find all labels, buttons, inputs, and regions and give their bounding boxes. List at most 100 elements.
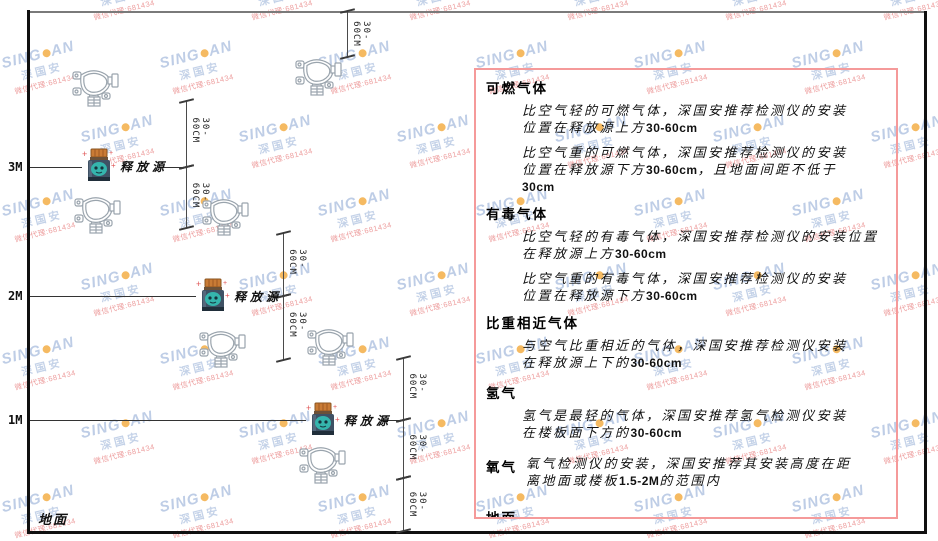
watermark-logo2: AN [127, 407, 156, 430]
watermark-logo: SING [394, 119, 439, 147]
ground-line [27, 531, 927, 534]
level-connector-line [158, 167, 186, 168]
watermark-dot-icon [515, 48, 526, 59]
section-similar-density-gas: 比重相近气体 与空气比重相近的气体，深国安推荐检测仪安装 在释放源上下的30-6… [486, 312, 886, 371]
section-paragraph: 与空气比重相近的气体，深国安推荐检测仪安装 在释放源上下的30-60cm [522, 338, 848, 370]
ceiling-line [27, 11, 927, 13]
dimension-tick [275, 230, 292, 236]
watermark-logo2: AN [917, 259, 938, 282]
watermark-logo: SING [78, 267, 123, 295]
dimension-line: 30-60CM [178, 164, 210, 231]
watermark-logo2: AN [838, 37, 867, 60]
watermark-logo2: AN [917, 407, 938, 430]
release-source-label: 释放源 [344, 414, 393, 428]
release-source: + + + 释放源 [82, 148, 164, 189]
watermark-name: 深国安 [0, 276, 1, 310]
watermark-logo2: AN [680, 37, 709, 60]
watermark-dot-icon [910, 270, 921, 281]
watermark-dot-icon [357, 48, 368, 59]
section-ground: 地面 检测仪地面间距，深国安推荐在30-60cm，且不得 小于30cm，因为过低… [486, 507, 886, 519]
watermark-agent: 微信代理:681434 [13, 368, 77, 392]
watermark-logo: SING [78, 119, 123, 147]
watermark-name: 深国安 [0, 0, 1, 14]
dimension-label: 30-60CM [287, 248, 307, 275]
watermark-logo: SING [315, 489, 360, 517]
watermark-dot-icon [436, 418, 447, 429]
section-paragraph: 氢气是最轻的气体，深国安推荐氢气检测仪安装 在楼板面下方的30-60cm [522, 408, 848, 440]
watermark-logo2: AN [285, 111, 314, 134]
watermark-logo: SING [0, 193, 44, 221]
watermark-logo2: AN [364, 185, 393, 208]
svg-text:+: + [223, 280, 227, 287]
release-source: + + + 释放源 [196, 278, 278, 319]
dimension-label: 30-60CM [351, 21, 371, 47]
watermark-logo2: AN [206, 37, 235, 60]
height-level-line [30, 420, 306, 421]
release-source-label: 释放源 [234, 290, 283, 304]
watermark-dot-icon [831, 48, 842, 59]
watermark-dot-icon [199, 48, 210, 59]
gas-detector-icon [299, 443, 346, 489]
dimension-tick [395, 417, 412, 423]
dimension-tick [275, 357, 292, 363]
watermark-dot-icon [41, 196, 52, 207]
dimension-label: 30-60CM [407, 491, 427, 517]
section-heading: 有毒气体 [486, 207, 548, 222]
watermark-name: 深国安 [99, 430, 143, 453]
watermark-dot-icon [436, 122, 447, 133]
watermark-name: 深国安 [20, 208, 64, 231]
height-level-line [30, 296, 196, 297]
watermark-dot-icon [120, 122, 131, 133]
section-heading: 氢气 [486, 386, 517, 401]
watermark-dot-icon [41, 48, 52, 59]
svg-text:+: + [335, 415, 340, 424]
dimension-line: 30-60CM [395, 475, 427, 534]
svg-text:+: + [111, 161, 116, 170]
watermark-logo2: AN [443, 259, 472, 282]
watermark-logo2: AN [206, 481, 235, 504]
watermark-dot-icon [199, 492, 210, 503]
gas-detector-icon [72, 66, 119, 112]
watermark-name: 深国安 [415, 282, 459, 305]
dimension-line: 30-60CM [178, 98, 210, 170]
watermark-dot-icon [910, 418, 921, 429]
dimension-tick [395, 355, 412, 361]
watermark-dot-icon [357, 492, 368, 503]
watermark-agent: 微信代理:681434 [0, 0, 4, 24]
watermark-dot-icon [357, 196, 368, 207]
watermark-logo: SING [0, 45, 44, 73]
section-heading: 氧气 [486, 460, 517, 475]
release-source: + + + 释放源 [306, 402, 388, 443]
watermark-agent: 微信代理:681434 [329, 220, 393, 244]
svg-text:+: + [196, 279, 201, 289]
watermark-logo2: AN [48, 37, 77, 60]
dimension-line: 30-60CM [275, 293, 307, 363]
height-label: 3M [8, 160, 23, 174]
section-paragraph: 氧气检测仪的安装，深国安推荐其安装高度在距 离地面或楼板1.5-2M的范围内 [526, 456, 852, 488]
dimension-tick [339, 54, 356, 60]
dimension-label: 30-60CM [407, 373, 427, 400]
gas-detector-icon [307, 325, 354, 371]
ground-label: 地面 [38, 512, 69, 527]
section-heading: 地面 [486, 511, 517, 519]
dimension-label: 30-60CM [407, 434, 427, 461]
watermark-agent: 微信代理:681434 [250, 146, 314, 170]
watermark-agent: 微信代理:681434 [329, 516, 393, 540]
watermark-name: 深国安 [415, 134, 459, 157]
section-paragraph: 比空气重的可燃气体，深国安推荐检测仪的安装 位置在释放源下方30-60cm，且地… [522, 145, 848, 194]
gas-detector-icon [295, 55, 342, 101]
level-connector-line [268, 296, 283, 297]
watermark-agent: 微信代理:681434 [171, 516, 235, 540]
release-source-label: 释放源 [120, 160, 169, 174]
